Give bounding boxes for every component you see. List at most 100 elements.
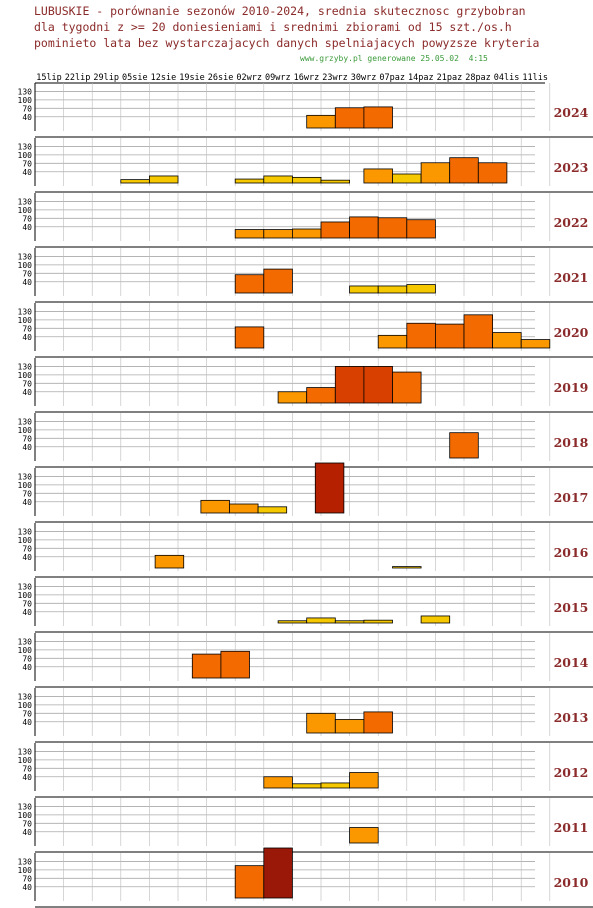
bar (263, 229, 293, 239)
y-tick-label: 70 (22, 819, 32, 828)
year-label: 2011 (554, 820, 589, 835)
y-tick-label: 100 (18, 206, 33, 215)
y-tick-label: 40 (22, 773, 32, 782)
chart-title-line-2: dla tygodni z >= 20 doniesieniami i sred… (34, 20, 512, 34)
bar (234, 326, 265, 349)
bar (449, 432, 479, 459)
bar (477, 162, 508, 184)
chart-title-line-3: pominieto lata bez wystarczajacych danyc… (34, 36, 540, 50)
bar (363, 106, 393, 129)
y-tick-label: 100 (18, 811, 33, 820)
bar (291, 783, 322, 789)
bar (363, 619, 393, 624)
y-tick-label: 70 (22, 599, 32, 608)
bar (263, 847, 293, 899)
y-tick-label: 70 (22, 654, 32, 663)
bar (306, 712, 336, 734)
bar (363, 366, 393, 404)
y-tick-label: 130 (18, 362, 33, 371)
bar (320, 782, 351, 789)
bar (349, 772, 379, 789)
bar (320, 179, 351, 184)
bar (291, 228, 322, 239)
year-label: 2018 (554, 435, 589, 450)
y-tick-label: 40 (22, 168, 32, 177)
x-tick-label: 11lis (522, 73, 548, 83)
y-tick-label: 130 (18, 142, 33, 151)
bar (349, 827, 379, 844)
y-tick-label: 100 (18, 646, 33, 655)
bar (334, 620, 365, 624)
y-tick-label: 40 (22, 113, 32, 122)
bar (229, 503, 259, 514)
bar (377, 285, 408, 294)
y-tick-label: 130 (18, 87, 33, 96)
bar (257, 506, 288, 514)
y-tick-label: 70 (22, 764, 32, 773)
bar (434, 323, 465, 349)
year-label: 2016 (554, 545, 589, 560)
y-tick-label: 130 (18, 637, 33, 646)
y-tick-label: 40 (22, 718, 32, 727)
bar (334, 366, 365, 404)
bar (314, 462, 345, 514)
x-tick-label: 22lip (65, 73, 91, 83)
bar (406, 219, 436, 239)
bar (263, 776, 293, 789)
y-tick-label: 130 (18, 197, 33, 206)
year-label: 2024 (554, 105, 589, 120)
bar (154, 554, 185, 569)
year-label: 2015 (554, 600, 589, 615)
generated-credit: www.grzyby.pl generowane 25.05.02 4:15 (300, 54, 488, 63)
bar (392, 371, 422, 404)
x-tick-label: 19sie (179, 73, 205, 83)
bar (291, 176, 322, 184)
bar (234, 865, 265, 899)
x-tick-label: 29lip (93, 73, 119, 83)
bar (406, 322, 436, 349)
bar (263, 268, 293, 294)
y-tick-label: 70 (22, 159, 32, 168)
bar (234, 178, 265, 184)
y-tick-label: 70 (22, 324, 32, 333)
y-tick-label: 130 (18, 527, 33, 536)
bar (334, 719, 365, 734)
x-tick-label: 05sie (122, 73, 148, 83)
bar (191, 653, 222, 679)
bar (520, 339, 551, 349)
y-tick-label: 100 (18, 151, 33, 160)
bar (363, 168, 393, 184)
y-tick-label: 40 (22, 388, 32, 397)
bar (377, 334, 408, 349)
bar (334, 107, 365, 129)
bar (420, 615, 451, 624)
bar (148, 175, 179, 184)
bar (263, 175, 293, 184)
y-tick-label: 130 (18, 417, 33, 426)
y-tick-label: 100 (18, 426, 33, 435)
x-tick-label: 23wrz (322, 73, 348, 83)
y-tick-label: 40 (22, 333, 32, 342)
year-label: 2019 (554, 380, 589, 395)
y-tick-label: 70 (22, 379, 32, 388)
x-tick-label: 12sie (151, 73, 177, 83)
bar (392, 566, 422, 569)
y-tick-label: 40 (22, 443, 32, 452)
y-tick-label: 130 (18, 472, 33, 481)
y-tick-label: 70 (22, 104, 32, 113)
bar (349, 285, 379, 294)
year-label: 2010 (554, 875, 589, 890)
x-tick-label: 07paz (379, 73, 405, 83)
y-tick-label: 130 (18, 747, 33, 756)
y-tick-label: 100 (18, 481, 33, 490)
year-label: 2021 (554, 270, 589, 285)
bar (420, 162, 451, 184)
bar (349, 216, 379, 239)
x-tick-label: 16wrz (294, 73, 320, 83)
year-label: 2023 (554, 160, 589, 175)
x-tick-label: 30wrz (351, 73, 377, 83)
y-tick-label: 130 (18, 692, 33, 701)
y-tick-label: 130 (18, 802, 33, 811)
y-tick-label: 130 (18, 582, 33, 591)
y-tick-label: 100 (18, 866, 33, 875)
